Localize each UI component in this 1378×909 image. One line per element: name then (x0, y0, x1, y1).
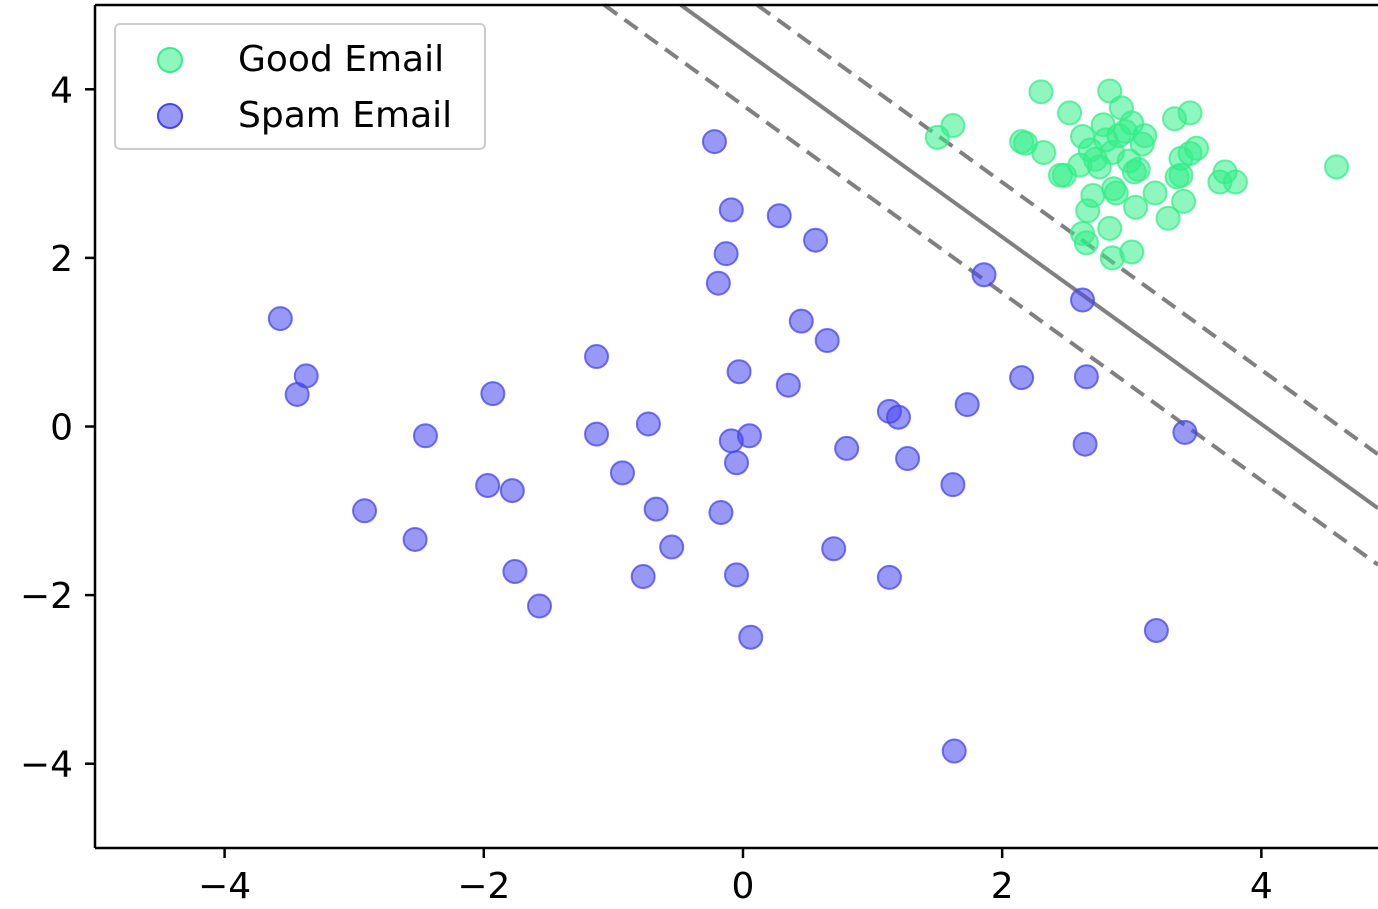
legend: Good Email Spam Email (114, 23, 486, 150)
point-spam-email (267, 306, 293, 332)
point-spam-email (659, 534, 685, 560)
point-spam-email (814, 328, 840, 354)
x-tick-label: 2 (991, 866, 1014, 907)
point-spam-email (1070, 287, 1096, 313)
decision-boundary-line (679, 3, 1378, 510)
point-spam-email (775, 372, 801, 398)
point-good-email (1080, 183, 1106, 209)
point-spam-email (352, 498, 378, 524)
y-tick-label: 2 (50, 239, 73, 280)
point-spam-email (718, 197, 744, 223)
point-spam-email (895, 446, 921, 472)
point-spam-email (954, 392, 980, 418)
point-good-email (1119, 239, 1145, 265)
point-spam-email (701, 129, 727, 155)
point-spam-email (635, 411, 661, 437)
legend-marker-good-email (157, 47, 183, 73)
point-good-email (1222, 169, 1248, 195)
point-good-email (1097, 78, 1123, 104)
point-spam-email (1172, 419, 1198, 445)
point-spam-email (738, 624, 764, 650)
point-good-email (1028, 79, 1054, 105)
point-spam-email (803, 227, 829, 253)
point-spam-email (1143, 618, 1169, 644)
x-tick-label: −2 (457, 866, 510, 907)
legend-label-spam-email: Spam Email (238, 95, 452, 136)
point-good-email (1073, 230, 1099, 256)
point-spam-email (1009, 365, 1035, 391)
data-points (267, 78, 1350, 764)
point-good-email (1031, 140, 1057, 166)
point-good-email (940, 113, 966, 139)
point-spam-email (971, 262, 997, 288)
point-good-email (1132, 123, 1158, 149)
point-spam-email (834, 435, 860, 461)
point-good-email (1123, 194, 1149, 220)
point-good-email (1142, 180, 1168, 206)
point-spam-email (821, 536, 847, 562)
point-spam-email (609, 460, 635, 486)
point-spam-email (713, 241, 739, 267)
point-spam-email (475, 473, 501, 499)
point-spam-email (630, 564, 656, 590)
point-spam-email (527, 593, 553, 619)
x-tick-label: 0 (732, 866, 755, 907)
point-spam-email (402, 526, 428, 552)
point-spam-email (941, 738, 967, 764)
point-spam-email (766, 203, 792, 229)
point-good-email (1171, 188, 1197, 214)
point-good-email (1177, 100, 1203, 126)
point-spam-email (1072, 431, 1098, 457)
axis-ticks: −4 −2 0 2 4 −4 −2 0 2 4 (20, 70, 1273, 907)
legend-marker-spam-email (157, 103, 183, 129)
point-spam-email (480, 381, 506, 407)
point-good-email (1155, 205, 1181, 231)
point-spam-email (724, 562, 749, 588)
point-good-email (1125, 156, 1151, 182)
margin-line-upper (756, 3, 1378, 456)
point-spam-email (724, 450, 749, 476)
point-spam-email (726, 359, 752, 385)
y-tick-label: 0 (50, 408, 73, 449)
point-spam-email (284, 381, 310, 407)
legend-label-good-email: Good Email (238, 39, 444, 80)
legend-box (114, 23, 486, 150)
point-spam-email (1073, 364, 1099, 390)
point-good-email (1324, 154, 1350, 180)
point-spam-email (876, 564, 902, 590)
point-good-email (1057, 100, 1083, 126)
point-spam-email (584, 421, 610, 447)
point-spam-email (584, 344, 610, 370)
y-tick-label: −4 (20, 745, 73, 786)
point-spam-email (885, 404, 911, 430)
point-spam-email (705, 270, 731, 296)
point-spam-email (788, 308, 814, 334)
point-good-email (1097, 215, 1123, 241)
point-spam-email (736, 423, 762, 449)
y-tick-label: 4 (50, 70, 73, 111)
point-spam-email (499, 478, 525, 504)
point-spam-email (643, 496, 669, 522)
x-tick-label: −4 (198, 866, 251, 907)
point-spam-email (940, 472, 966, 498)
point-spam-email (502, 558, 528, 584)
point-spam-email (708, 499, 734, 525)
y-tick-label: −2 (20, 576, 73, 617)
x-tick-label: 4 (1250, 866, 1273, 907)
point-spam-email (412, 423, 438, 449)
point-good-email (1184, 135, 1210, 161)
point-good-email (1103, 180, 1129, 206)
